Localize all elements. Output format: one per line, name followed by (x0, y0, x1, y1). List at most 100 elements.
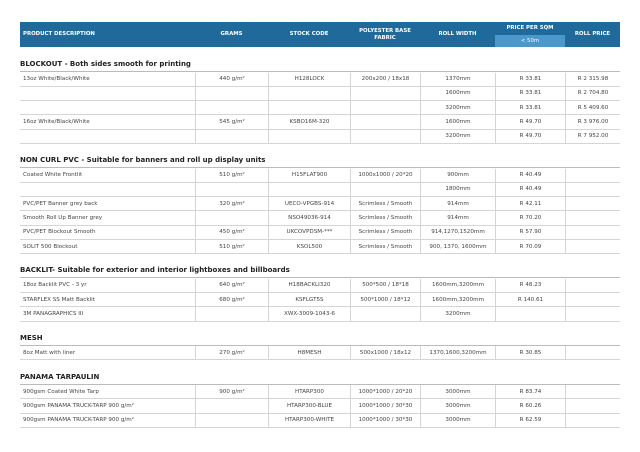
table-cell: R 140.61 (495, 293, 565, 307)
table-cell: 545 g/m² (195, 115, 268, 129)
table-cell: 510 g/m² (195, 240, 268, 254)
table-cell: 3200mm (420, 307, 495, 321)
table-cell: 914mm (420, 197, 495, 211)
table-cell (268, 101, 350, 115)
table-cell (195, 86, 268, 101)
table-cell: H15FLAT900 (268, 168, 350, 182)
table-cell (268, 182, 350, 197)
table-row: PVC/PET Banner grey back 320 g/m² UECO-VPG… (20, 197, 620, 212)
table-cell: PVC/PET Banner grey back (23, 200, 98, 207)
header-cell: PRODUCT DESCRIPTION (23, 31, 95, 38)
table-cell: 8oz Matt with liner (23, 349, 76, 356)
table-cell: 200x200 / 18x18 (350, 72, 420, 86)
table-cell: Coated White Frontlit (23, 172, 83, 179)
table-cell: 680 g/m² (195, 293, 268, 307)
table-cell: R 57.90 (495, 225, 565, 239)
table-cell: R 7 952.00 (565, 129, 620, 143)
table-cell: 1370mm (420, 72, 495, 86)
table-row: 1600mm R 33.81 R 2 704.80 (20, 86, 620, 102)
table-cell: UKCOVPDSM-*** (268, 225, 350, 239)
table-cell (565, 240, 620, 254)
table-row: Coated White Frontlit 510 g/m² H15FLAT900 1… (20, 168, 620, 183)
table-cell: H8MESH (268, 346, 350, 360)
table-cell (195, 211, 268, 225)
table-cell (195, 182, 268, 197)
table-cell: 1000*1000 / 30*30 (350, 399, 420, 413)
table-cell (268, 129, 350, 143)
table-cell: R 49.70 (495, 129, 565, 143)
table-cell: R 49.70 (495, 115, 565, 129)
table-cell: 914mm (420, 211, 495, 225)
table-cell: 320 g/m² (195, 197, 268, 211)
table-cell (565, 293, 620, 307)
table-cell: 914,1270,1520mm (420, 225, 495, 239)
table-cell: R 2 315.98 (565, 72, 620, 86)
table-cell: 900 g/m² (195, 385, 268, 399)
section-title: MESH (20, 331, 620, 346)
table-cell (20, 183, 195, 196)
table-row: SOLIT 500 Blockout 510 g/m² KSOL500 Scrimle… (20, 240, 620, 255)
table-cell: Scrimless / Smooth (350, 240, 420, 254)
table-cell: R 48.23 (495, 278, 565, 293)
table-cell: 1000*1000 / 30*30 (350, 413, 420, 427)
table-cell: 1600mm (420, 115, 495, 129)
table-cell: R 40.49 (495, 168, 565, 182)
table-cell: 900gsm Coated White Tarp (23, 388, 99, 395)
table-cell: 1600mm,3200mm (420, 278, 495, 293)
table-cell: HTARP300 (268, 385, 350, 399)
table-cell (565, 278, 620, 293)
table-cell (195, 307, 268, 321)
table-row: 18oz Backlit PVC - 3 yr 640 g/m² H18BACKLI… (20, 278, 620, 294)
table-row: 3200mm R 33.81 R 5 409.60 (20, 101, 620, 116)
table-cell: R 70.09 (495, 240, 565, 254)
table-cell: 1370,1600,3200mm (420, 346, 495, 360)
table-cell (565, 413, 620, 427)
table-row: 13oz White/Black/White 440 g/m² H128LOCK 20… (20, 72, 620, 87)
table-cell: R 33.81 (495, 86, 565, 101)
table-cell (195, 101, 268, 115)
table-cell (565, 307, 620, 321)
table-cell: 3200mm (420, 101, 495, 115)
table-cell: R 33.81 (495, 72, 565, 86)
table-cell: Scrimless / Smooth (350, 211, 420, 225)
table-cell: R 62.59 (495, 413, 565, 427)
header-cell: ROLL WIDTH (438, 31, 477, 38)
table-cell: 900gsm PANAMA TRUCK-TARP 900 g/m² (23, 417, 134, 424)
table-cell: 16oz White/Black/White (23, 119, 90, 126)
header-label: PRICE PER SQM (506, 25, 554, 32)
table-row: Smooth Roll Up Banner grey NSO49036-914 Sc… (20, 211, 620, 226)
table-cell: 440 g/m² (195, 72, 268, 86)
table-cell (20, 87, 195, 100)
table-cell (350, 307, 420, 321)
table-cell: Smooth Roll Up Banner grey (23, 215, 103, 222)
table-row: PVC/PET Blockout Smooth 450 g/m² UKCOVPDSM… (20, 225, 620, 240)
table-cell: R 83.74 (495, 385, 565, 399)
table-cell (565, 182, 620, 197)
table-cell (350, 115, 420, 129)
table-cell: KSFLGT5S (268, 293, 350, 307)
table-cell: R 40.49 (495, 182, 565, 197)
table-row: 1800mm R 40.49 (20, 182, 620, 198)
table-cell: STARFLEX SS Matt Backlit (23, 296, 95, 303)
table-cell: HTARP300-BLUE (268, 399, 350, 413)
table-cell: 3200mm (420, 129, 495, 143)
table-row: 8oz Matt with liner 270 g/m² H8MESH 500x100… (20, 346, 620, 361)
table-cell (565, 168, 620, 182)
table-cell: R 60.26 (495, 399, 565, 413)
table-cell: 500*1000 / 18*12 (350, 293, 420, 307)
table-row: 900gsm PANAMA TRUCK-TARP 900 g/m² HTARP30… (20, 413, 620, 428)
table-cell (495, 307, 565, 321)
table-row: STARFLEX SS Matt Backlit 680 g/m² KSFLGT5S… (20, 293, 620, 308)
table-cell (565, 211, 620, 225)
table-cell: HTARP300-WHITE (268, 413, 350, 427)
table-cell: NSO49036-914 (268, 211, 350, 225)
table-cell (268, 86, 350, 101)
table-cell: H128LOCK (268, 72, 350, 86)
table-cell (350, 129, 420, 143)
table-cell: 270 g/m² (195, 346, 268, 360)
table-cell: R 5 409.60 (565, 101, 620, 115)
table-cell: 1000x1000 / 20*20 (350, 168, 420, 182)
table-cell: 500x1000 / 18x12 (350, 346, 420, 360)
table-cell: 900mm (420, 168, 495, 182)
